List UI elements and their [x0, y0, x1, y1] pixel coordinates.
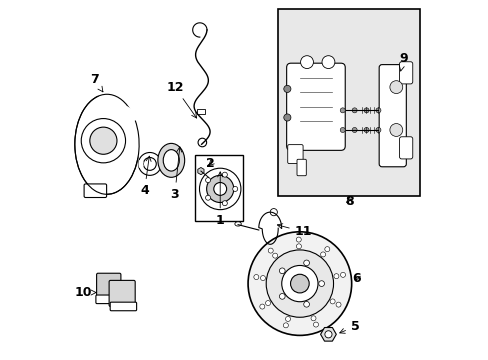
- FancyBboxPatch shape: [96, 295, 122, 303]
- Circle shape: [279, 293, 285, 299]
- Circle shape: [324, 247, 329, 252]
- Bar: [195, 155, 243, 221]
- Circle shape: [335, 302, 340, 307]
- Circle shape: [198, 138, 206, 147]
- Circle shape: [81, 118, 125, 163]
- FancyBboxPatch shape: [109, 280, 135, 306]
- Ellipse shape: [163, 150, 179, 171]
- Circle shape: [389, 81, 402, 94]
- Bar: [197, 109, 205, 114]
- Circle shape: [375, 108, 380, 113]
- FancyBboxPatch shape: [296, 159, 305, 176]
- FancyBboxPatch shape: [287, 145, 303, 163]
- Circle shape: [253, 275, 258, 280]
- Circle shape: [259, 304, 264, 309]
- Circle shape: [283, 114, 290, 121]
- Circle shape: [340, 108, 345, 113]
- Text: 10: 10: [75, 286, 96, 299]
- Circle shape: [270, 208, 277, 216]
- Circle shape: [199, 168, 241, 210]
- Circle shape: [296, 237, 301, 242]
- Circle shape: [303, 301, 309, 307]
- Ellipse shape: [75, 94, 139, 194]
- Circle shape: [351, 108, 356, 113]
- Circle shape: [320, 252, 325, 257]
- Text: 12: 12: [166, 81, 196, 118]
- Circle shape: [300, 56, 313, 68]
- Text: 5: 5: [339, 320, 359, 333]
- Circle shape: [375, 127, 380, 132]
- Bar: [278, 9, 419, 196]
- Circle shape: [138, 153, 161, 175]
- Text: 1: 1: [215, 172, 224, 226]
- Circle shape: [285, 316, 290, 321]
- Circle shape: [340, 273, 345, 277]
- Circle shape: [333, 274, 338, 279]
- Circle shape: [205, 177, 210, 183]
- Circle shape: [329, 299, 334, 304]
- FancyBboxPatch shape: [399, 137, 412, 159]
- Circle shape: [222, 172, 227, 177]
- Circle shape: [310, 316, 315, 321]
- Circle shape: [303, 260, 309, 266]
- Circle shape: [268, 248, 273, 253]
- Circle shape: [279, 268, 285, 274]
- FancyBboxPatch shape: [84, 184, 106, 198]
- Circle shape: [313, 322, 318, 327]
- Text: 11: 11: [277, 224, 311, 238]
- Circle shape: [283, 85, 290, 93]
- Ellipse shape: [158, 143, 184, 177]
- Circle shape: [363, 108, 368, 113]
- FancyBboxPatch shape: [110, 302, 136, 311]
- Circle shape: [213, 183, 226, 195]
- Text: 7: 7: [90, 73, 102, 92]
- Text: 9: 9: [398, 52, 407, 71]
- Text: 8: 8: [344, 195, 353, 208]
- FancyBboxPatch shape: [97, 273, 121, 299]
- Text: 6: 6: [352, 272, 361, 285]
- Circle shape: [265, 250, 333, 317]
- Circle shape: [232, 186, 237, 192]
- FancyBboxPatch shape: [399, 62, 412, 84]
- Text: 2: 2: [206, 157, 215, 170]
- Ellipse shape: [234, 222, 241, 226]
- Circle shape: [389, 123, 402, 136]
- Circle shape: [351, 127, 356, 132]
- FancyBboxPatch shape: [378, 64, 406, 167]
- Circle shape: [90, 127, 117, 154]
- Wedge shape: [138, 160, 143, 168]
- FancyBboxPatch shape: [286, 63, 345, 150]
- Circle shape: [265, 301, 270, 306]
- Circle shape: [283, 323, 288, 328]
- Circle shape: [247, 232, 351, 336]
- Circle shape: [260, 275, 265, 280]
- Circle shape: [340, 127, 345, 132]
- Circle shape: [205, 195, 210, 200]
- Circle shape: [222, 201, 227, 206]
- Circle shape: [272, 253, 277, 258]
- Ellipse shape: [100, 105, 142, 169]
- Circle shape: [363, 127, 368, 132]
- Circle shape: [206, 175, 233, 203]
- Circle shape: [322, 56, 334, 68]
- Text: 4: 4: [140, 156, 151, 197]
- Text: 3: 3: [170, 147, 182, 201]
- Circle shape: [296, 244, 301, 249]
- Circle shape: [290, 274, 308, 293]
- Circle shape: [143, 157, 156, 170]
- Circle shape: [318, 281, 324, 287]
- Circle shape: [281, 265, 317, 302]
- Circle shape: [324, 331, 331, 338]
